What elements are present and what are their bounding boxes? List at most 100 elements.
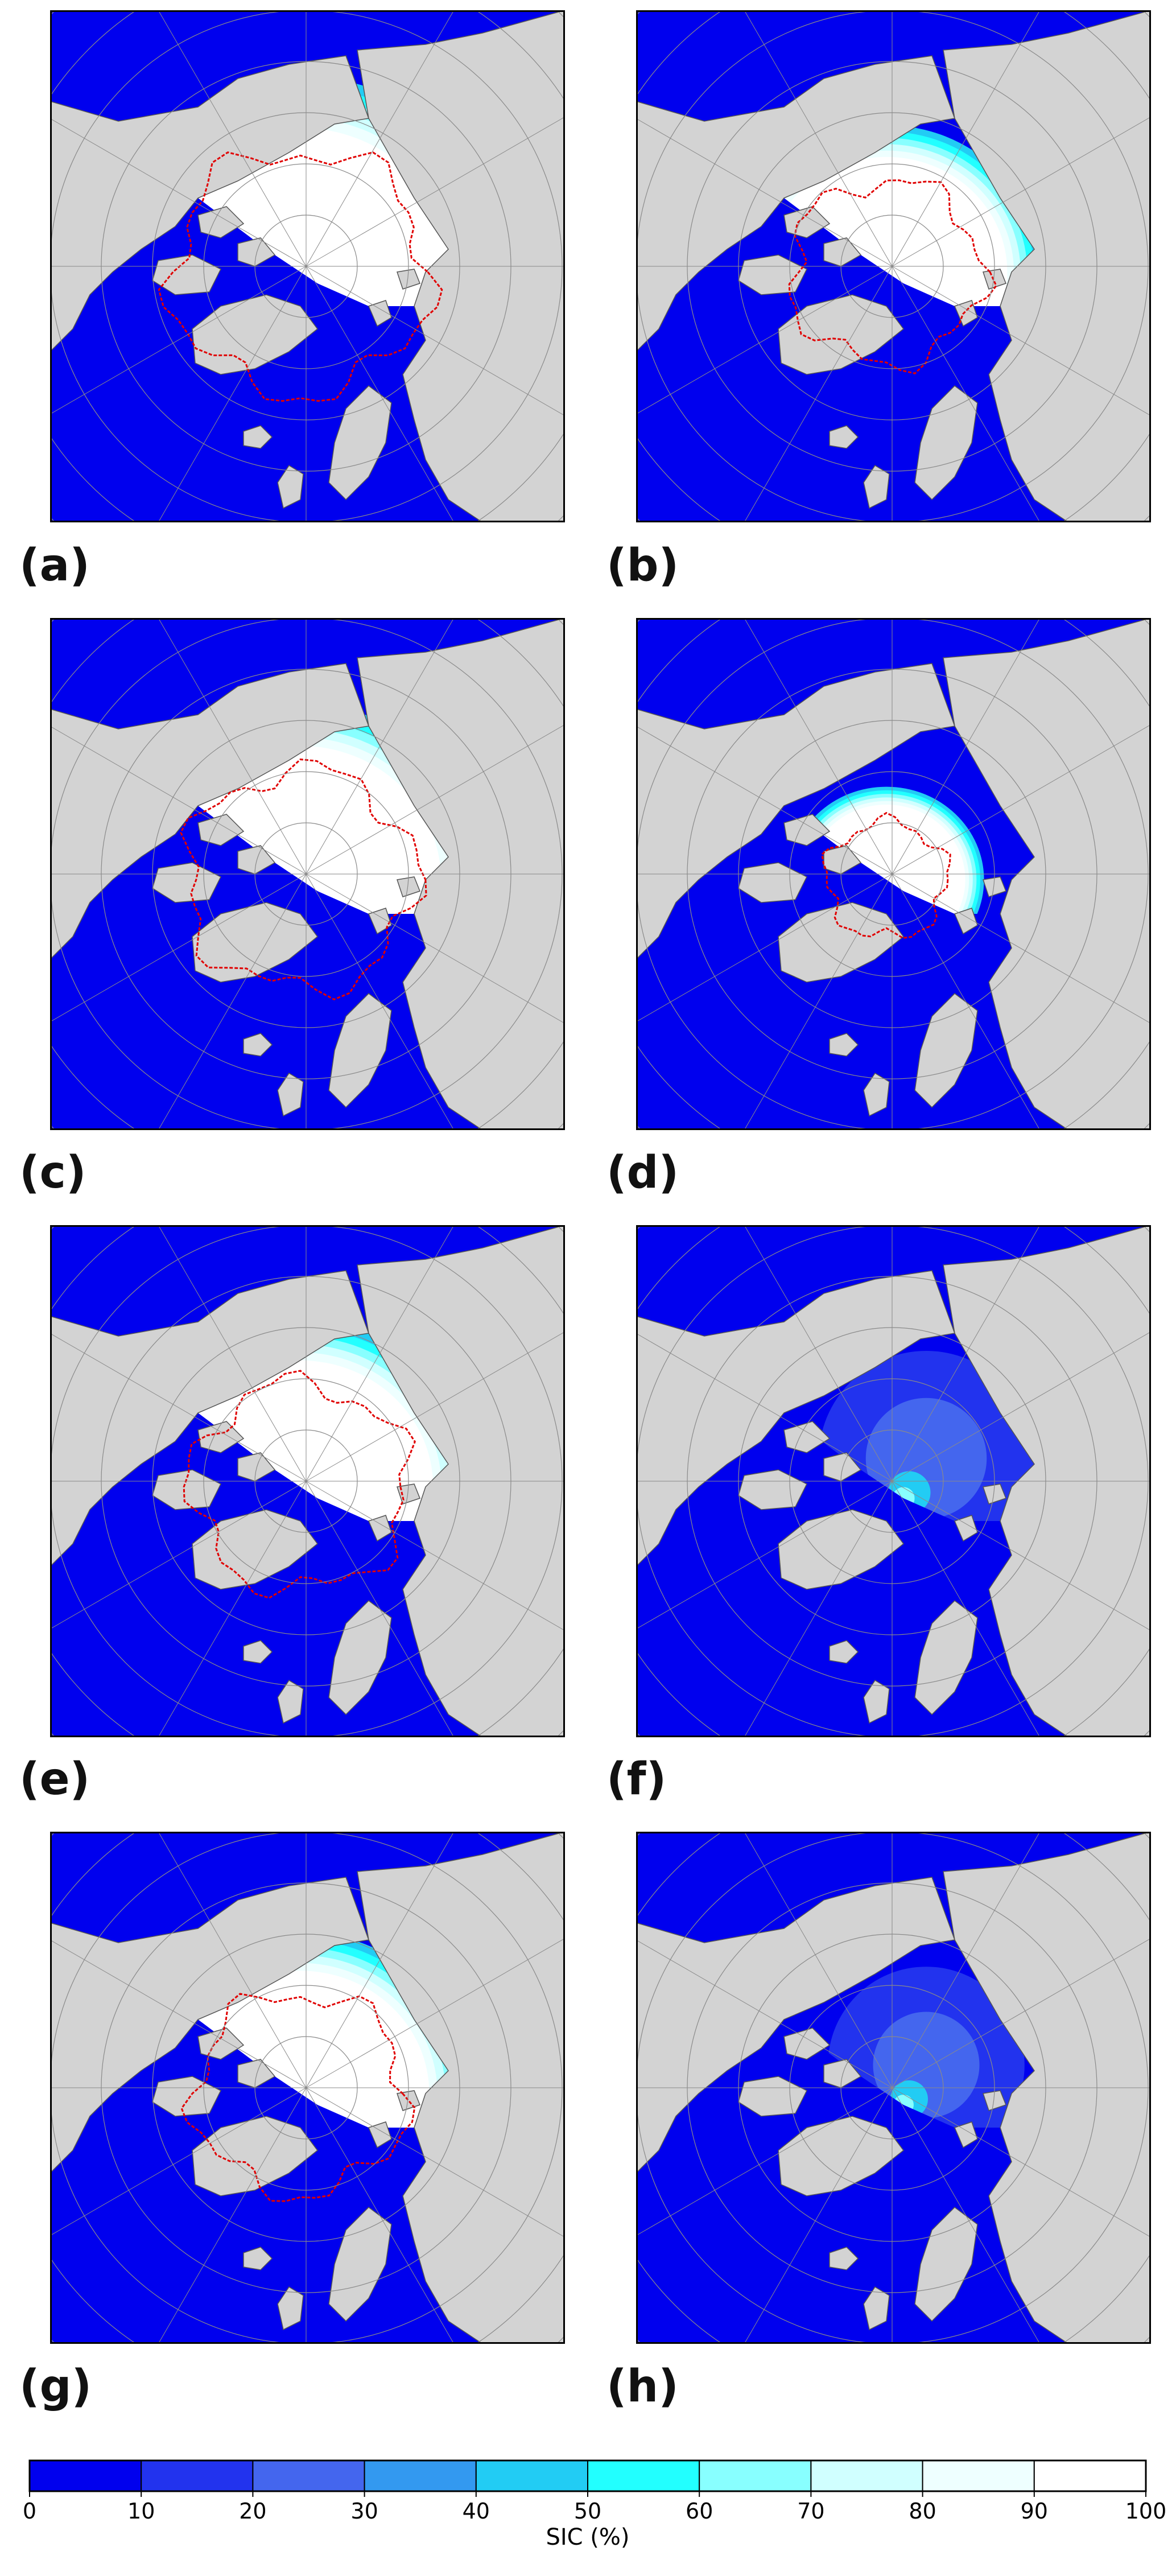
meridian-line (158, 873, 307, 1130)
landmass-4 (829, 2247, 859, 2270)
landmass-4 (243, 425, 273, 449)
meridian-line (744, 1832, 893, 2088)
landmass-1 (192, 1509, 319, 1590)
meridian-line (158, 1225, 307, 1482)
landmass-8 (237, 237, 276, 267)
meridian-line (306, 1331, 565, 1482)
meridian-line (306, 1481, 455, 1737)
colorbar-tick-label: 0 (23, 2499, 36, 2524)
panel-label-g: (g) (19, 2361, 92, 2412)
landmass-1 (778, 294, 905, 375)
landmass-5 (863, 2286, 890, 2331)
meridian-line (158, 10, 307, 267)
landmass-0 (636, 55, 956, 353)
map-frame (636, 1832, 1151, 2344)
landmass-0 (636, 663, 956, 961)
map-frame (50, 1225, 565, 1737)
meridian-line (892, 1832, 1041, 2088)
meridian-line (50, 873, 307, 1023)
landmass-8 (237, 2059, 276, 2088)
meridian-line (306, 873, 455, 1130)
landmass-3 (914, 385, 978, 501)
landmass-3 (328, 993, 392, 1108)
meridian-line (744, 1481, 893, 1737)
meridian-line (636, 726, 893, 875)
panel-label-f: (f) (606, 1754, 667, 1805)
meridian-line (158, 1832, 307, 2088)
landmass-8 (823, 237, 862, 267)
meridian-line (158, 2087, 307, 2344)
meridian-line (892, 1481, 1151, 1631)
meridian-line (892, 266, 1151, 417)
colorbar-bin-0 (29, 2460, 142, 2492)
meridian-line (892, 10, 1041, 267)
colorbar-canvas: 0 10 20 30 40 50 60 70 80 90 100 SIC (%) (23, 2459, 1166, 2550)
landmass-5 (863, 1072, 890, 1117)
landmass-4 (243, 2247, 273, 2270)
landmass-0 (50, 1270, 370, 1568)
meridian-line (892, 2087, 1151, 2238)
ice-edge-contour (180, 1993, 416, 2202)
meridian-line (158, 618, 307, 875)
map-frame (50, 1832, 565, 2344)
open-ocean-0 (636, 618, 1151, 729)
landmass-8 (237, 845, 276, 875)
sea-ice-map-c (50, 618, 565, 1130)
colorbar-label: SIC (%) (546, 2524, 629, 2550)
meridian-line (306, 1225, 455, 1482)
meridian-line (158, 266, 307, 522)
landmass-9 (954, 300, 978, 327)
landmass-9 (954, 2121, 978, 2149)
colorbar-bin-7 (810, 2460, 923, 2492)
meridian-line (892, 116, 1151, 267)
colorbar-tick-label: 40 (463, 2499, 490, 2524)
landmass-0 (636, 1877, 956, 2174)
meridian-line (50, 1333, 307, 1482)
sea-ice-map-d (636, 618, 1151, 1130)
landmass-1 (192, 2116, 319, 2196)
meridian-line (306, 724, 565, 875)
map-frame (636, 10, 1151, 522)
ice-edge-contour (821, 811, 951, 939)
open-ocean-0 (50, 10, 565, 121)
colorbar-tick-label: 60 (686, 2499, 713, 2524)
landmass-0 (50, 663, 370, 961)
meridian-line (636, 873, 893, 1023)
landmass-9 (368, 300, 392, 327)
map-frame (50, 10, 565, 522)
landmass-5 (863, 464, 890, 509)
landmass-8 (823, 845, 862, 875)
landmass-0 (636, 1270, 956, 1568)
meridian-line (892, 1481, 1041, 1737)
meridian-line (744, 873, 893, 1130)
colorbar-bin-5 (587, 2460, 700, 2492)
colorbar-tick-label: 70 (797, 2499, 824, 2524)
open-ocean-0 (50, 1832, 565, 1943)
landmass-8 (237, 1452, 276, 1482)
colorbar-tick-label: 30 (350, 2499, 378, 2524)
meridian-line (892, 873, 1041, 1130)
colorbar-tick-label: 80 (909, 2499, 936, 2524)
landmass-4 (829, 1033, 859, 1057)
panel-label-c: (c) (19, 1147, 86, 1198)
sic-colorbar: 0 10 20 30 40 50 60 70 80 90 100 SIC (%) (0, 2447, 1176, 2576)
colorbar-bin-3 (364, 2460, 477, 2492)
landmass-9 (954, 908, 978, 935)
meridian-line (892, 1938, 1151, 2088)
landmass-4 (829, 1640, 859, 1664)
colorbar-bin-6 (699, 2460, 812, 2492)
meridian-line (50, 266, 307, 415)
meridian-line (744, 266, 893, 522)
landmass-5 (277, 1679, 304, 1724)
open-ocean-0 (636, 1832, 1151, 1943)
landmass-1 (192, 294, 319, 375)
landmass-3 (328, 1600, 392, 1716)
sea-ice-map-h (636, 1832, 1151, 2344)
landmass-8 (823, 1452, 862, 1482)
meridian-line (306, 618, 455, 875)
landmass-5 (277, 2286, 304, 2331)
meridian-line (744, 10, 893, 267)
landmass-3 (914, 1600, 978, 1716)
meridian-line (892, 266, 1041, 522)
meridian-line (306, 10, 455, 267)
